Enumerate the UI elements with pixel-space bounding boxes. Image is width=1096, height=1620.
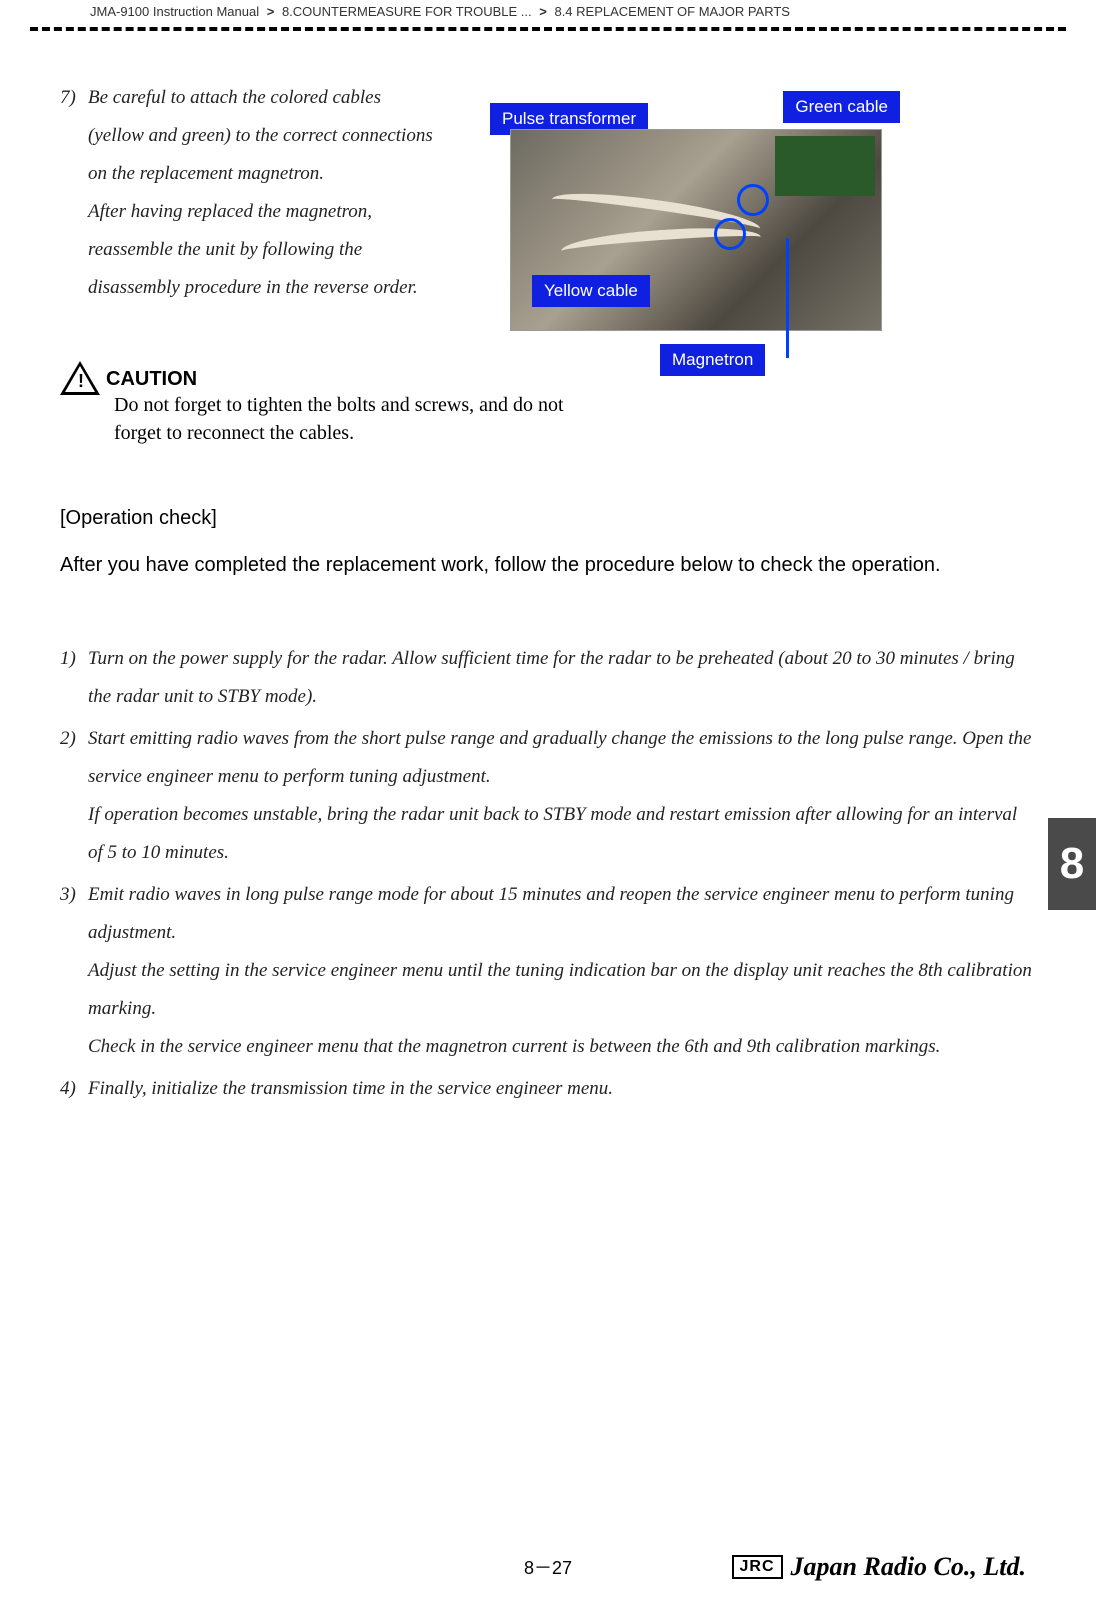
steps-list: 1)Turn on the power supply for the radar… (60, 640, 1036, 1108)
operation-check-desc: After you have completed the replacement… (60, 550, 1036, 580)
breadcrumb-manual: JMA-9100 Instruction Manual (90, 4, 259, 19)
step-7-container: 7) Be careful to attach the colored cabl… (60, 79, 1036, 331)
jrc-logo: JRC (732, 1555, 783, 1579)
breadcrumb-sep-2: > (539, 4, 547, 19)
company-block: JRC Japan Radio Co., Ltd. (732, 1552, 1027, 1582)
step-7-text: 7) Be careful to attach the colored cabl… (60, 79, 440, 311)
step-number: 2) (60, 720, 88, 758)
caution-text: Do not forget to tighten the bolts and s… (114, 391, 564, 447)
step-number: 4) (60, 1070, 88, 1108)
chapter-tab: 8 (1048, 818, 1096, 910)
company-name: Japan Radio Co., Ltd. (791, 1552, 1026, 1582)
step-7-p1: Be careful to attach the colored cables … (88, 79, 440, 193)
label-yellow-cable: Yellow cable (532, 275, 650, 307)
step-body: Turn on the power supply for the radar. … (88, 640, 1036, 716)
step-paragraph: Finally, initialize the transmission tim… (88, 1070, 1036, 1108)
step-7-row: 7) Be careful to attach the colored cabl… (60, 79, 440, 307)
step-row: 3)Emit radio waves in long pulse range m… (60, 876, 1036, 1066)
step-row: 1)Turn on the power supply for the radar… (60, 640, 1036, 716)
magnetron-figure: Pulse transformer Green cable Yellow cab… (470, 89, 910, 331)
step-number: 3) (60, 876, 88, 914)
step-body: Emit radio waves in long pulse range mod… (88, 876, 1036, 1066)
step-body: Start emitting radio waves from the shor… (88, 720, 1036, 872)
breadcrumb-chapter: 8.COUNTERMEASURE FOR TROUBLE ... (282, 4, 532, 19)
yellow-cable-marker (714, 218, 746, 250)
step-row: 4)Finally, initialize the transmission t… (60, 1070, 1036, 1108)
step-paragraph: Emit radio waves in long pulse range mod… (88, 876, 1036, 952)
page: JMA-9100 Instruction Manual > 8.COUNTERM… (0, 0, 1096, 1620)
step-paragraph: If operation becomes unstable, bring the… (88, 796, 1036, 872)
label-green-cable: Green cable (783, 91, 900, 123)
step-paragraph: Start emitting radio waves from the shor… (88, 720, 1036, 796)
step-row: 2)Start emitting radio waves from the sh… (60, 720, 1036, 872)
content-area: 7) Be careful to attach the colored cabl… (0, 39, 1096, 1108)
breadcrumb: JMA-9100 Instruction Manual > 8.COUNTERM… (0, 0, 1096, 19)
step-paragraph: Turn on the power supply for the radar. … (88, 640, 1036, 716)
page-footer: 8－27 JRC Japan Radio Co., Ltd. (0, 1554, 1096, 1580)
operation-check-section: [Operation check] After you have complet… (60, 507, 1036, 580)
step-7-p2: After having replaced the magnetron, rea… (88, 193, 440, 307)
operation-check-heading: [Operation check] (60, 507, 1036, 530)
green-cable-marker (737, 184, 769, 216)
step-7-number: 7) (60, 79, 88, 117)
step-7-body: Be careful to attach the colored cables … (88, 79, 440, 307)
label-magnetron: Magnetron (660, 344, 765, 376)
caution-icon: ! (60, 361, 100, 397)
circuit-board (775, 136, 875, 196)
breadcrumb-section: 8.4 REPLACEMENT OF MAJOR PARTS (554, 4, 790, 19)
dashed-separator (30, 27, 1066, 31)
step-paragraph: Adjust the setting in the service engine… (88, 952, 1036, 1028)
step-number: 1) (60, 640, 88, 678)
step-paragraph: Check in the service engineer menu that … (88, 1028, 1036, 1066)
step-body: Finally, initialize the transmission tim… (88, 1070, 1036, 1108)
breadcrumb-sep-1: > (267, 4, 275, 19)
magnetron-pointer (786, 238, 789, 358)
page-number: 8－27 (524, 1554, 572, 1580)
